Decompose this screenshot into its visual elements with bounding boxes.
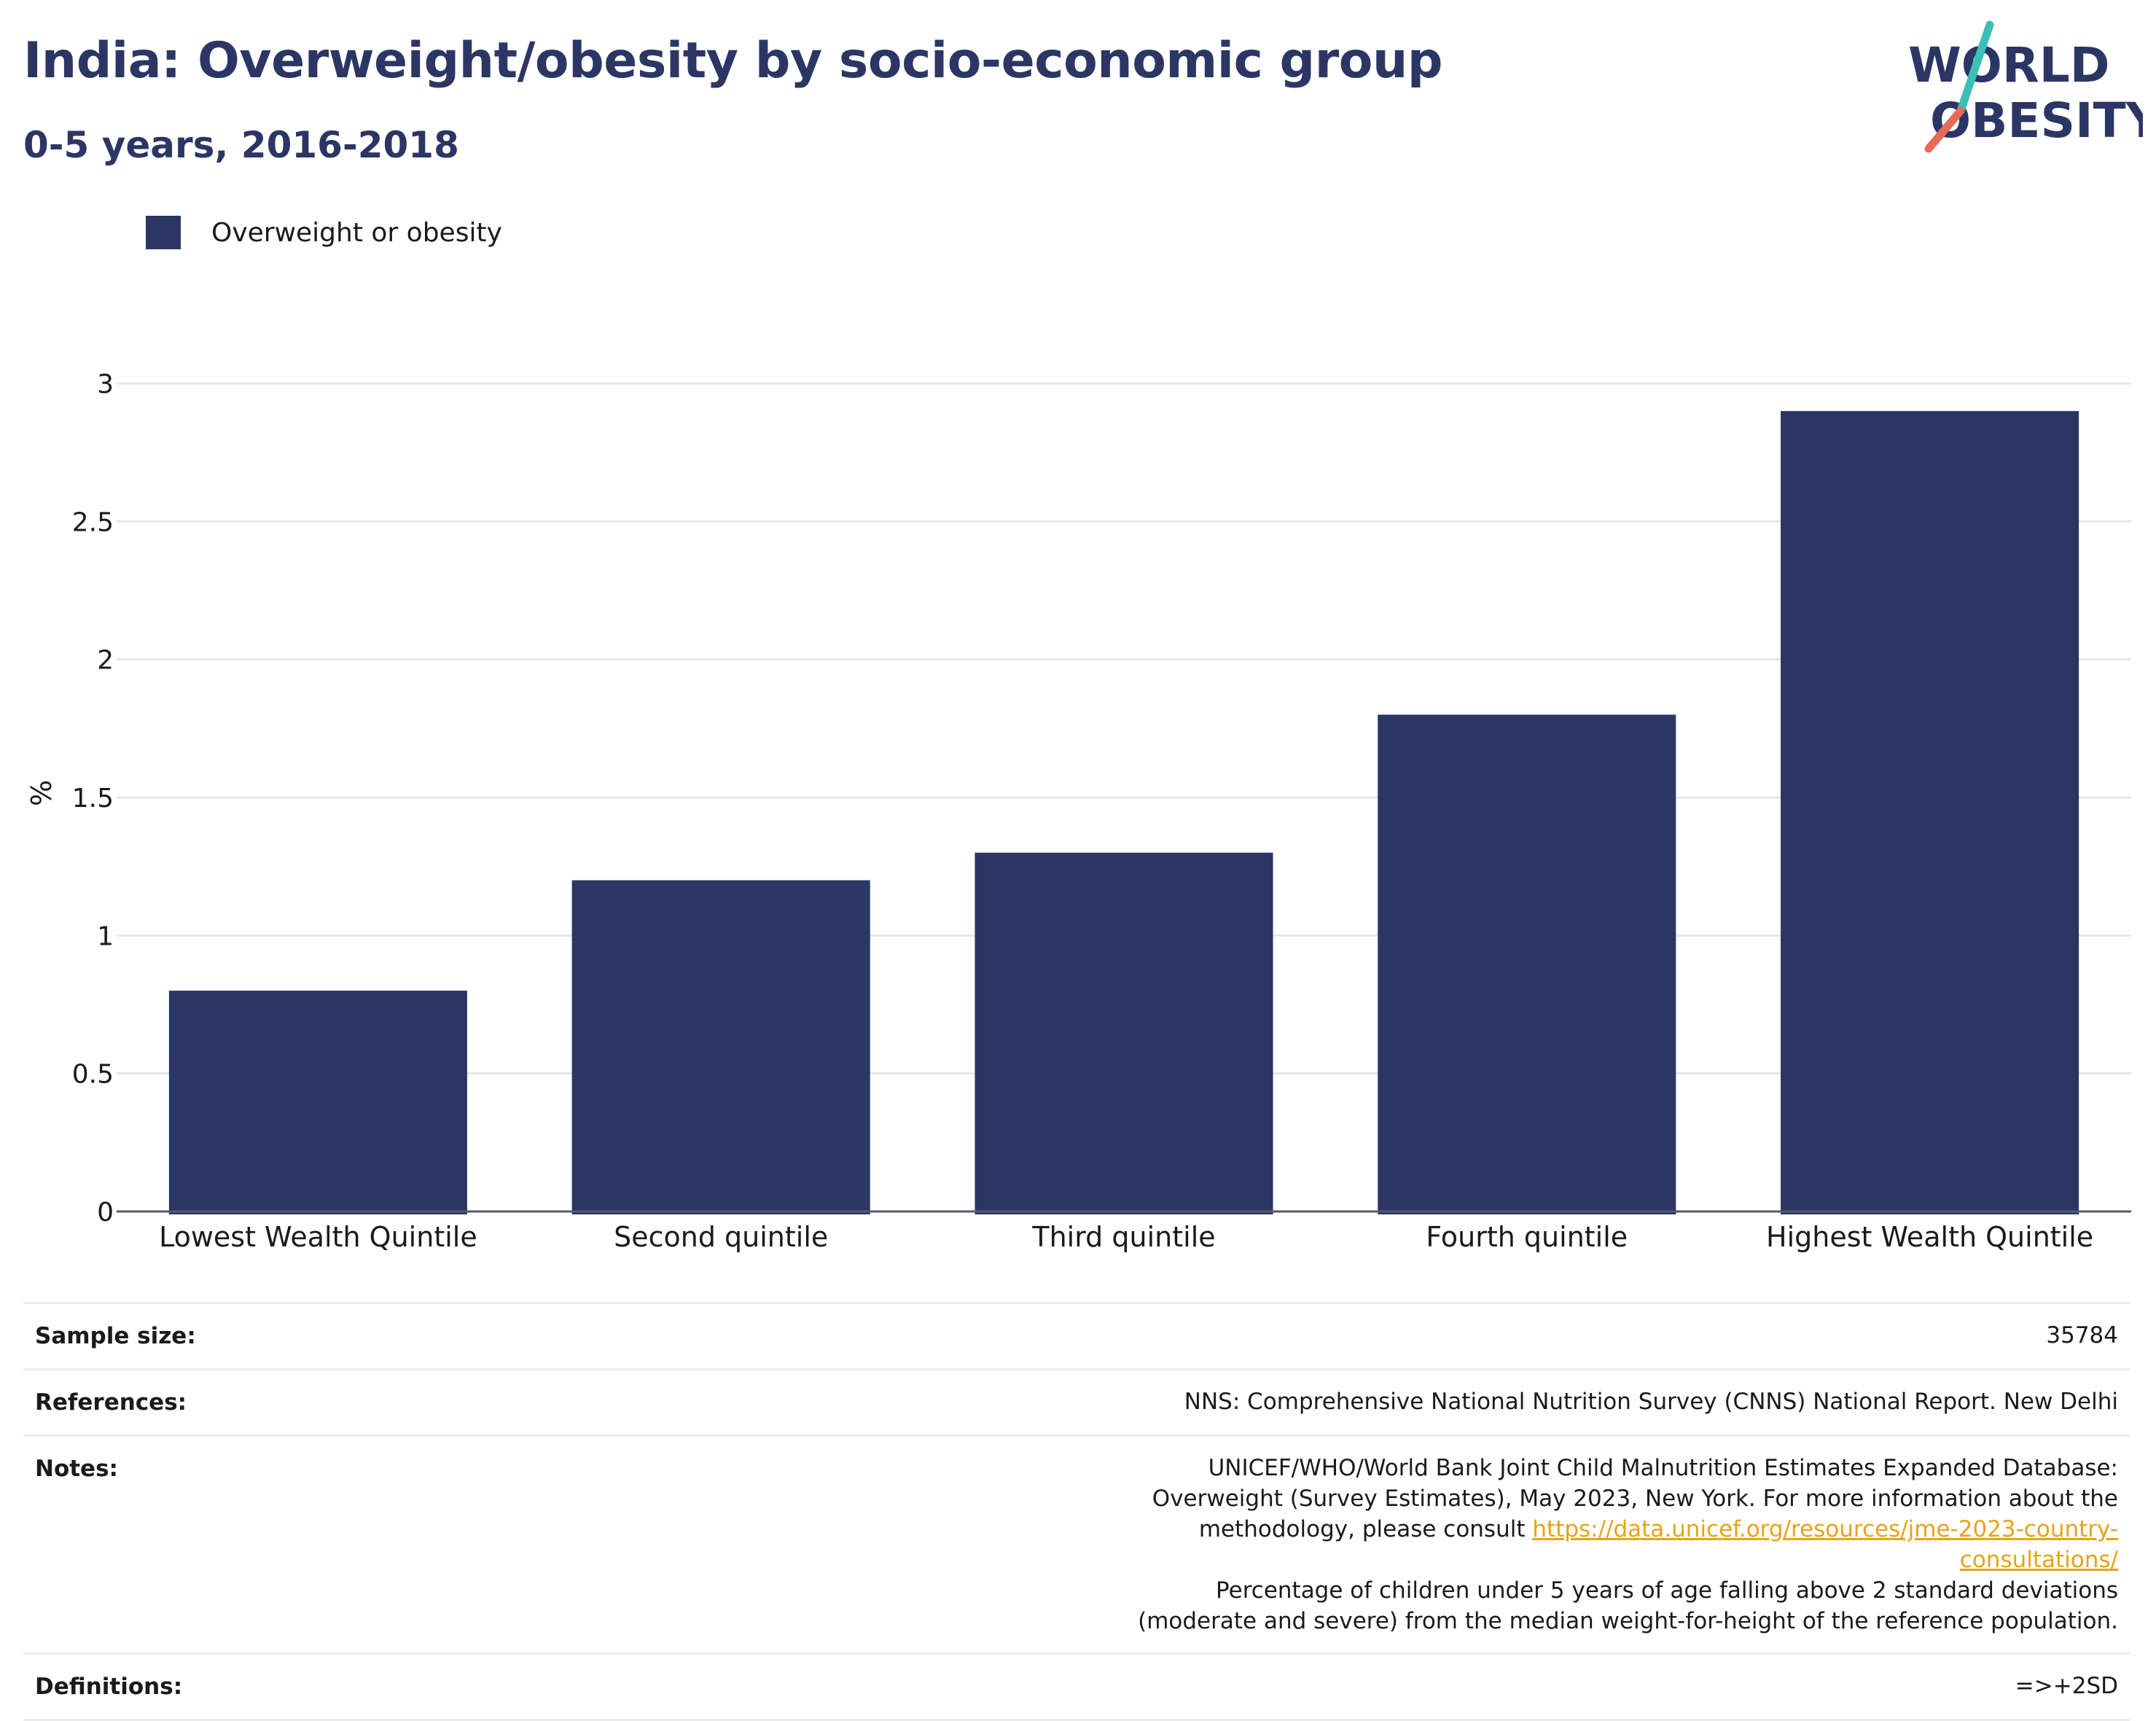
definitions-row: Definitions: =>+2SD — [23, 1653, 2130, 1720]
chart-title: India: Overweight/obesity by socio-econo… — [23, 32, 1443, 90]
logo-line-world: WORLD — [1908, 37, 2110, 93]
references-value: NNS: Comprehensive National Nutrition Su… — [1184, 1389, 2118, 1415]
references-label: References: — [35, 1389, 187, 1416]
bars — [168, 410, 2079, 1214]
sample-size-value: 35784 — [2046, 1322, 2118, 1349]
x-category-label: Highest Wealth Quintile — [1766, 1221, 2093, 1253]
x-category-label: Lowest Wealth Quintile — [159, 1221, 477, 1253]
x-category-label: Third quintile — [1031, 1221, 1215, 1253]
definitions-label: Definitions: — [35, 1674, 183, 1700]
chart-subtitle: 0-5 years, 2016-2018 — [23, 124, 459, 166]
notes-text-before-link: UNICEF/WHO/World Bank Joint Child Malnut… — [1152, 1455, 2118, 1542]
world-obesity-logo: WORLD OBESITY — [1908, 20, 2143, 153]
x-category-label: Fourth quintile — [1426, 1221, 1628, 1253]
x-category-label: Second quintile — [614, 1221, 828, 1253]
axes: 0 0.5 1 1.5 2 2.5 3 Lowest Wealth Quintile Secon… — [72, 370, 2131, 1253]
y-tick-label: 1.5 — [72, 784, 114, 813]
notes-text-after-link: Percentage of children under 5 years of … — [1138, 1577, 2118, 1634]
sample-size-label: Sample size: — [35, 1323, 196, 1349]
logo-slash-teal — [1956, 20, 1994, 115]
bar-chart: 0 0.5 1 1.5 2 2.5 3 Lowest Wealth Quintile Secon… — [26, 370, 2131, 1253]
bar — [1378, 714, 1676, 1214]
references-row: References: NNS: Comprehensive National … — [23, 1369, 2130, 1436]
sample-size-row: Sample size: 35784 — [23, 1303, 2130, 1370]
y-tick-label: 0 — [97, 1198, 114, 1228]
y-axis-title: % — [26, 780, 58, 806]
y-tick-label: 2 — [97, 646, 114, 676]
notes-label: Notes: — [35, 1456, 118, 1482]
metadata-table: Sample size: 35784 References: NNS: Comp… — [23, 1302, 2130, 1721]
logo-slash-coral — [1924, 106, 1965, 153]
y-tick-label: 1 — [97, 921, 114, 951]
bar — [571, 880, 870, 1214]
chart-legend: Overweight or obesity — [146, 216, 502, 249]
methodology-link[interactable]: https://data.unicef.org/resources/jme-20… — [1532, 1516, 2118, 1573]
legend-label: Overweight or obesity — [211, 217, 502, 248]
y-tick-label: 2.5 — [72, 507, 114, 537]
legend-swatch — [146, 216, 181, 249]
bar — [1781, 410, 2079, 1214]
bar — [975, 852, 1273, 1214]
bar — [168, 991, 467, 1214]
definitions-value: =>+2SD — [2015, 1673, 2118, 1699]
y-tick-label: 3 — [97, 370, 114, 399]
y-tick-label: 0.5 — [72, 1060, 114, 1090]
notes-value: UNICEF/WHO/World Bank Joint Child Malnut… — [557, 1436, 2130, 1654]
notes-row: Notes: UNICEF/WHO/World Bank Joint Child… — [23, 1435, 2130, 1654]
